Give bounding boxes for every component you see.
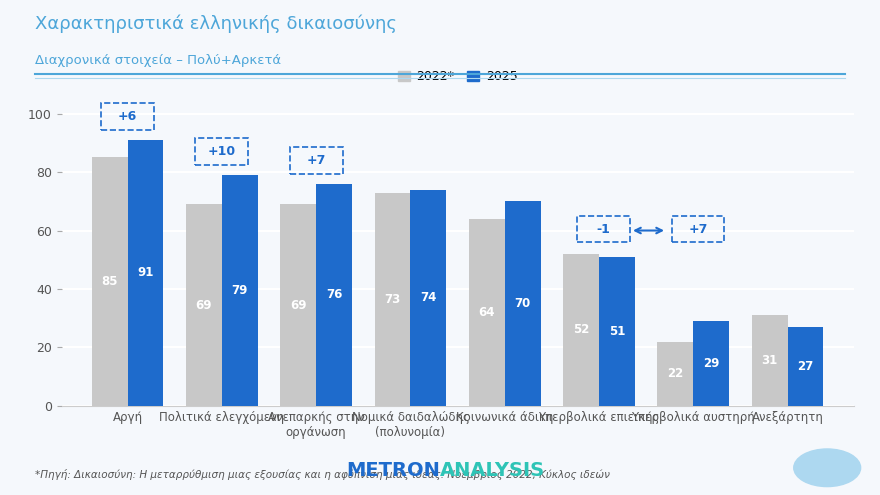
Bar [505,201,540,406]
Text: 69: 69 [195,298,212,311]
Text: 64: 64 [479,306,495,319]
Legend: 2022*, 2025: 2022*, 2025 [392,65,523,88]
Text: ANALYSIS: ANALYSIS [440,461,545,480]
Text: Χαρακτηριστικά ελληνικής δικαιοσύνης: Χαρακτηριστικά ελληνικής δικαιοσύνης [35,15,397,33]
Bar [410,190,446,406]
Bar [186,204,222,406]
Text: 31: 31 [761,354,778,367]
Text: 70: 70 [515,297,531,310]
Text: 76: 76 [326,288,342,301]
Text: -1: -1 [597,223,611,236]
Text: 91: 91 [137,266,154,279]
Text: 52: 52 [573,323,590,337]
Text: 79: 79 [231,284,248,297]
Text: 73: 73 [385,293,400,306]
Bar [469,219,505,406]
Bar [375,193,410,406]
Bar [693,321,730,406]
Text: Διαχρονικά στοιχεία – Πολύ+Αρκετά: Διαχρονικά στοιχεία – Πολύ+Αρκετά [35,54,282,67]
Text: 69: 69 [290,298,306,311]
Text: 51: 51 [609,325,625,338]
Text: +7: +7 [306,154,326,167]
Text: 85: 85 [101,275,118,288]
Text: +10: +10 [208,145,236,158]
Bar [316,184,352,406]
Bar [788,327,824,406]
Bar [128,140,164,406]
Text: 27: 27 [797,360,814,373]
Text: +7: +7 [688,223,708,236]
Bar [222,175,258,406]
Bar [281,204,316,406]
Text: METRON: METRON [346,461,440,480]
Text: 74: 74 [420,291,436,304]
Text: 29: 29 [703,357,720,370]
Bar [752,315,788,406]
Bar [563,254,599,406]
Bar [657,342,693,406]
Bar [599,257,634,406]
Text: 12: 12 [818,461,837,475]
Text: +6: +6 [118,110,137,123]
Text: 22: 22 [667,367,684,380]
Text: *Πηγή: Δικαιοσύνη: Η μεταρρύθμιση μιας εξουσίας και η αφύπνιση μιας ιδέας. Νοέμβ: *Πηγή: Δικαιοσύνη: Η μεταρρύθμιση μιας ε… [35,469,610,480]
Bar [92,157,128,406]
